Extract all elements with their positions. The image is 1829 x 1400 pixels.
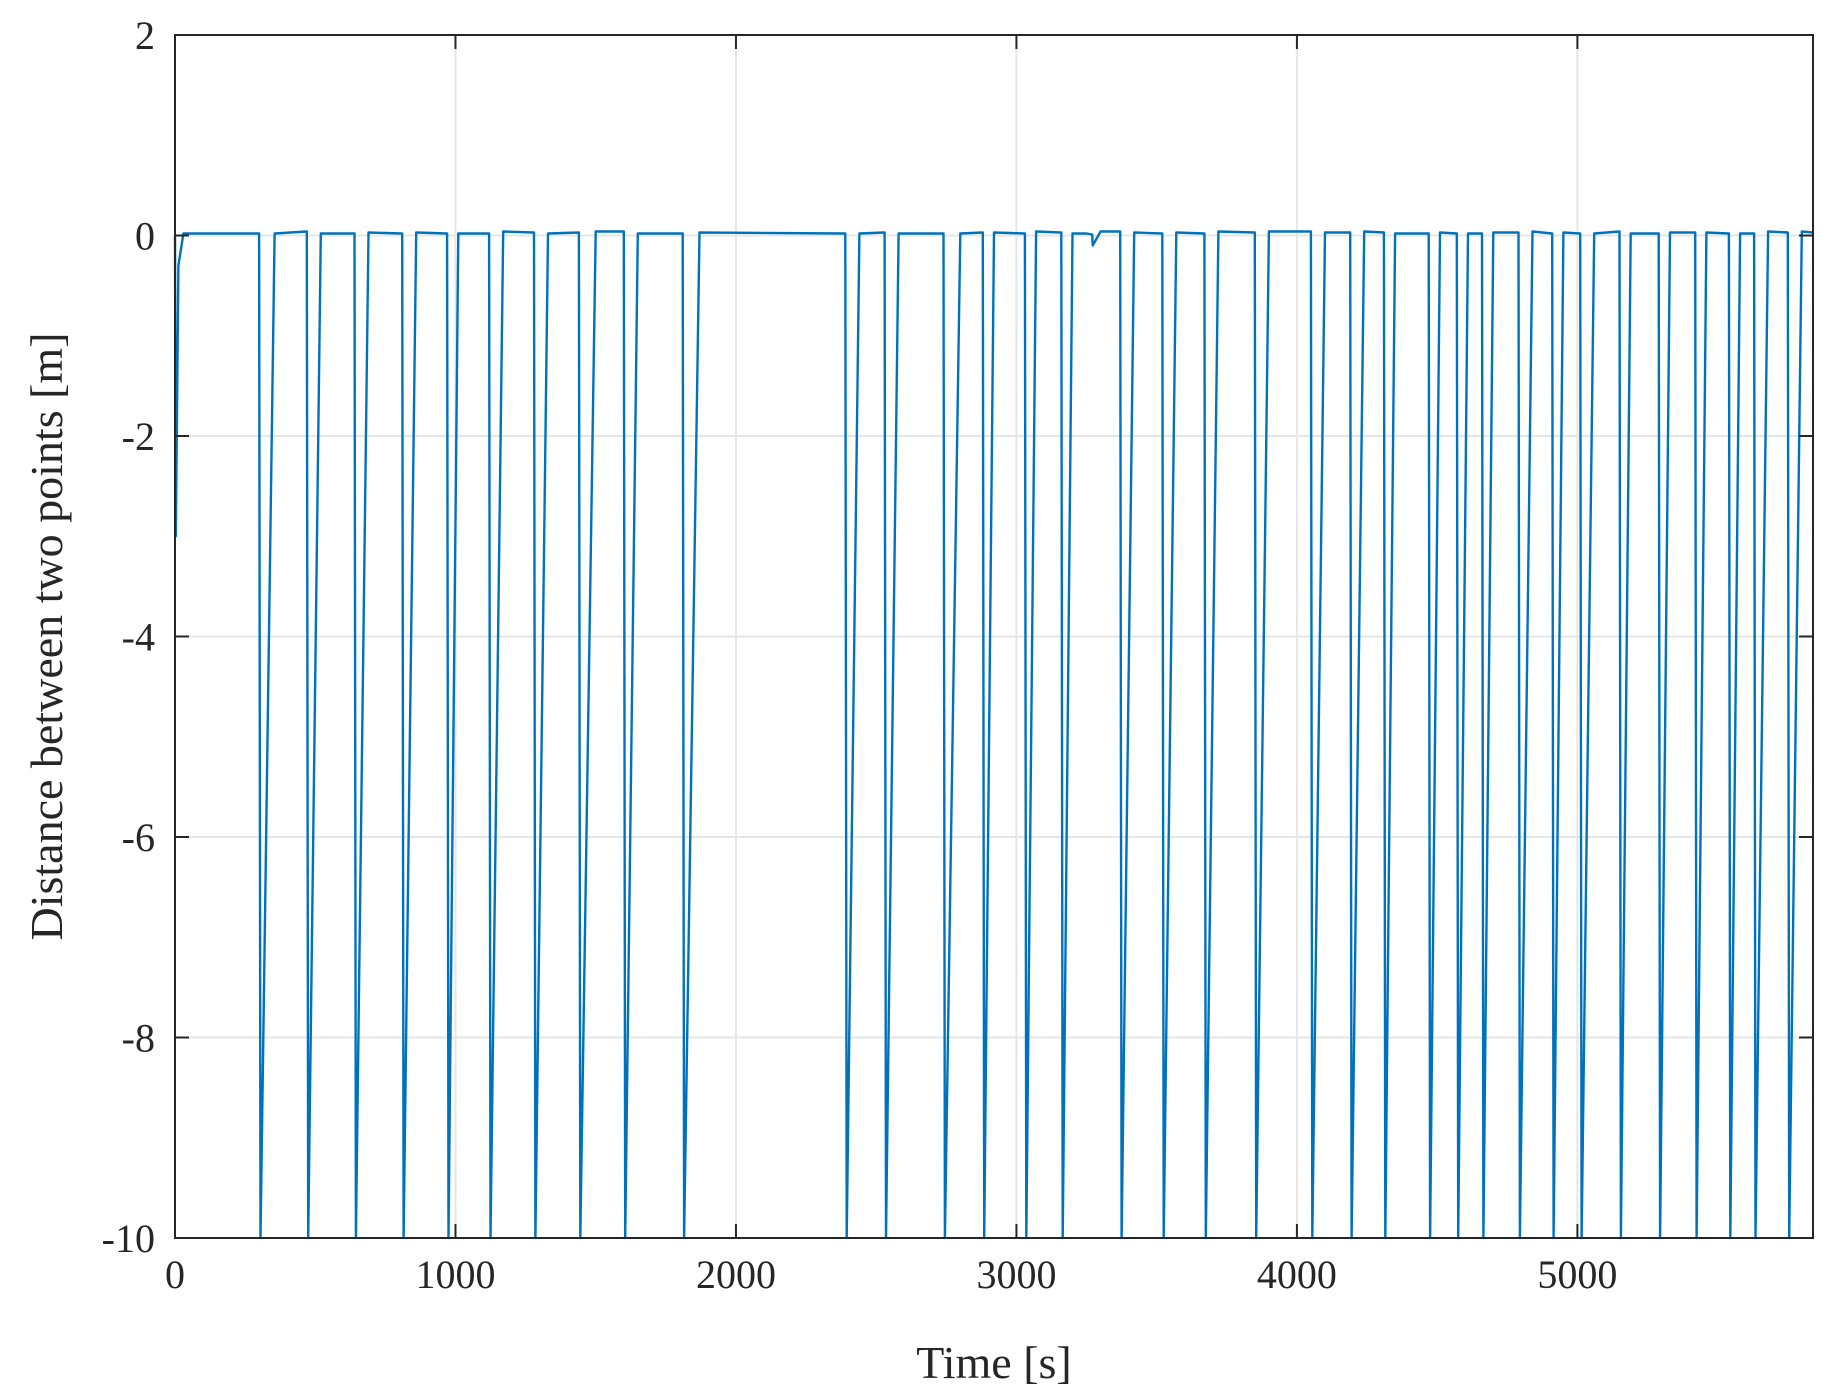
y-tick-label: 0 (135, 214, 155, 259)
series-line-1 (173, 230, 1814, 1240)
y-axis-title: Distance between two points [m] (21, 332, 72, 940)
y-tick-label: -10 (102, 1216, 155, 1261)
y-tick-label: -2 (122, 414, 155, 459)
x-tick-label: 2000 (696, 1252, 776, 1297)
grid-lines (175, 35, 1813, 1238)
y-tick-label: -8 (122, 1016, 155, 1061)
y-tick-label: 2 (135, 13, 155, 58)
x-tick-label: 4000 (1257, 1252, 1337, 1297)
y-tick-label: -6 (122, 815, 155, 860)
tick-labels: 0 1000 2000 3000 4000 5000 2 0 -2 -4 -6 -8 -10 (102, 13, 1618, 1297)
x-tick-label: 3000 (976, 1252, 1056, 1297)
series-layer (173, 230, 1814, 1240)
y-tick-label: -4 (122, 615, 155, 660)
x-tick-label: 1000 (415, 1252, 495, 1297)
x-axis-title: Time [s] (916, 1337, 1072, 1388)
x-tick-label: 5000 (1537, 1252, 1617, 1297)
x-tick-label: 0 (165, 1252, 185, 1297)
axes (174, 34, 1814, 1239)
